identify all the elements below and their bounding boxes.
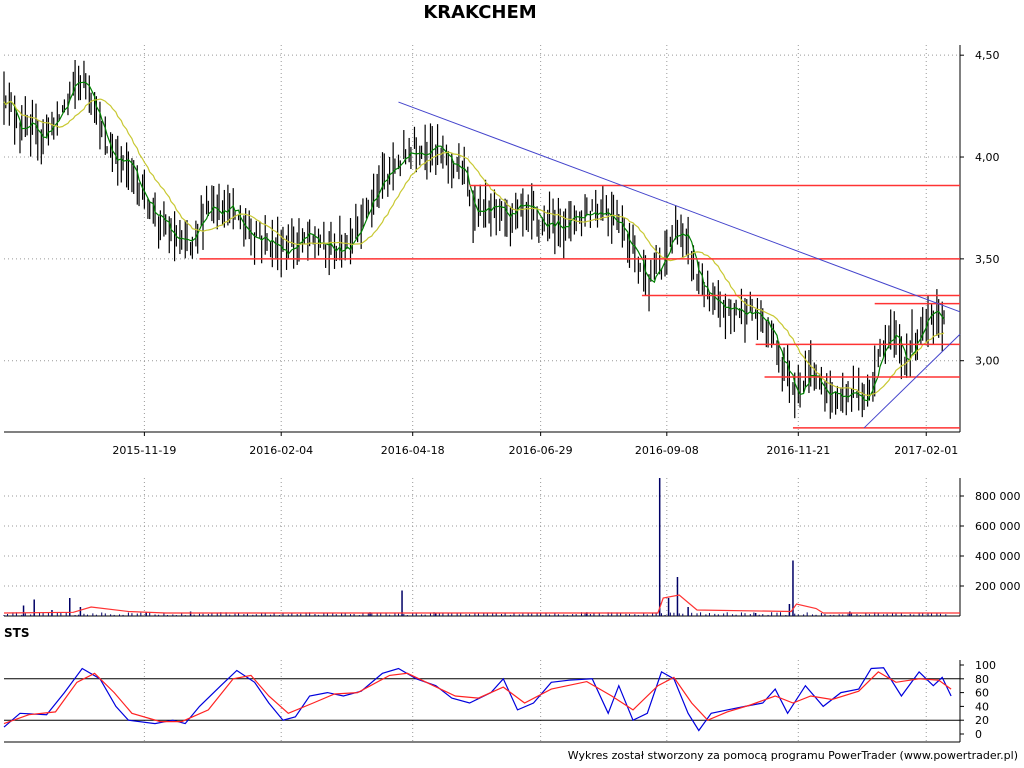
sts-tick-label: 0 [975,728,982,741]
sts-tick-label: 100 [975,659,996,672]
trend-line [863,333,961,429]
x-tick-label: 2016-11-21 [766,444,830,457]
chart-title: KRAKCHEM [423,2,537,23]
sts-tick-label: 60 [975,687,989,700]
y-tick-label: 4,50 [975,49,1000,62]
trend-line [398,101,961,313]
x-tick-label: 2016-02-04 [249,444,313,457]
y-tick-label: 3,00 [975,355,1000,368]
sts-k-line [3,667,952,732]
volume-tick-label: 800 000 [975,490,1021,503]
x-tick-label: 2017-02-01 [894,444,958,457]
y-tick-label: 4,00 [975,151,1000,164]
sts-d-line [3,671,952,725]
sts-tick-label: 20 [975,714,989,727]
ma-short-line [3,81,945,402]
volume-ma-line [3,594,960,614]
ma-long-line [3,98,945,396]
volume-tick-label: 400 000 [975,550,1021,563]
sts-tick-label: 80 [975,673,989,686]
volume-tick-label: 200 000 [975,580,1021,593]
sts-panel-label: STS [4,626,30,640]
x-tick-label: 2016-06-29 [509,444,573,457]
x-tick-label: 2016-09-08 [635,444,699,457]
y-tick-label: 3,50 [975,253,1000,266]
sts-tick-label: 40 [975,700,989,713]
x-tick-label: 2015-11-19 [112,444,176,457]
footer-credit: Wykres został stworzony za pomocą progra… [567,749,1018,762]
volume-tick-label: 600 000 [975,520,1021,533]
x-tick-label: 2016-04-18 [381,444,445,457]
